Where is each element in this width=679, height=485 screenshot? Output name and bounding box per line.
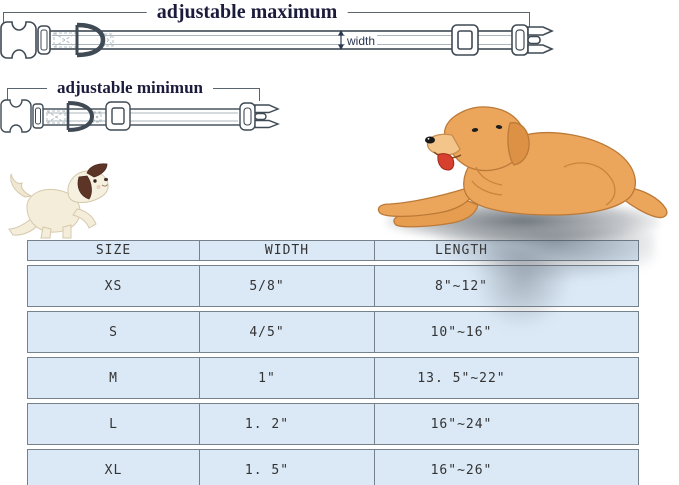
table-header-row: SIZE WIDTH LENGTH — [27, 240, 639, 261]
collar-strap — [47, 30, 516, 50]
width-arrow-icon — [338, 30, 344, 50]
column-header-size: SIZE — [27, 240, 200, 261]
cell-width: 5/8" — [200, 265, 375, 307]
d-ring-icon — [66, 101, 95, 132]
triglide-slider-icon — [451, 24, 479, 56]
female-buckle-icon — [0, 21, 37, 59]
cell-size: XS — [27, 265, 200, 307]
cell-length: 16"~24" — [375, 403, 639, 445]
cell-size: L — [27, 403, 200, 445]
table-row-xs: XS 5/8" 8"~12" — [27, 265, 639, 307]
cell-width: 1" — [200, 357, 375, 399]
table-row-s: S 4/5" 10"~16" — [27, 311, 639, 353]
dog-eye — [471, 128, 479, 132]
collar-strap — [41, 108, 243, 126]
dog-tongue — [437, 153, 455, 171]
size-chart-table: SIZE WIDTH LENGTH XS 5/8" 8"~12" S 4/5" … — [27, 236, 639, 485]
table-row-m: M 1" 13. 5"~22" — [27, 357, 639, 399]
puppy-ear — [77, 175, 92, 200]
dog-nose — [425, 136, 435, 144]
d-ring-icon — [75, 22, 106, 58]
cell-length: 13. 5"~22" — [375, 357, 639, 399]
min-dimension-label: adjustable minimun — [47, 78, 213, 98]
puppy-ear — [86, 163, 108, 178]
puppy-eye — [93, 179, 97, 183]
cell-length: 16"~26" — [375, 449, 639, 485]
golden-retriever-illustration — [377, 106, 668, 228]
puppy-nose — [104, 177, 108, 182]
collar-diagram-maximum — [0, 21, 554, 59]
width-annotation-label: width — [345, 34, 378, 48]
cell-width: 4/5" — [200, 311, 375, 353]
max-dimension-label: adjustable maximum — [146, 0, 348, 24]
column-header-width: WIDTH — [200, 240, 375, 261]
cell-width: 1. 2" — [200, 403, 375, 445]
dog-eye — [495, 125, 503, 129]
male-buckle-icon — [239, 102, 280, 131]
collar-diagram-minimum — [0, 99, 280, 133]
cell-width: 1. 5" — [200, 449, 375, 485]
female-buckle-icon — [0, 99, 32, 133]
cell-size: M — [27, 357, 200, 399]
cell-size: S — [27, 311, 200, 353]
table-row-l: L 1. 2" 16"~24" — [27, 403, 639, 445]
table-row-xl: XL 1. 5" 16"~26" — [27, 449, 639, 485]
cell-length: 10"~16" — [375, 311, 639, 353]
cell-length: 8"~12" — [375, 265, 639, 307]
puppy-illustration — [8, 163, 109, 239]
triglide-slider-icon — [105, 101, 131, 131]
male-buckle-icon — [511, 24, 554, 56]
column-header-length: LENGTH — [375, 240, 639, 261]
cell-size: XL — [27, 449, 200, 485]
